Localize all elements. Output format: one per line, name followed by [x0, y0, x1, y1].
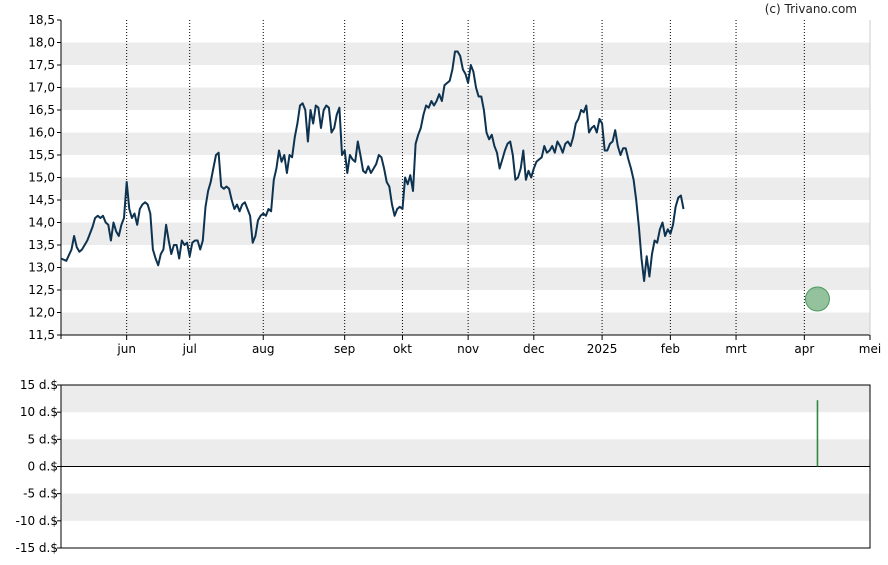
grid-band — [61, 87, 870, 110]
y-tick-label: 13,5 — [28, 238, 55, 252]
dividend-marker — [804, 286, 830, 312]
y-tick-label: 15,0 — [28, 171, 55, 185]
x-tick-label: 2025 — [587, 342, 618, 356]
price-chart-panel: 11,5 12,0 12,5 13,0 13,5 14,0 14,5 15,0 15,5 16,0… — [28, 13, 881, 356]
y-tick-label: 12,0 — [28, 306, 55, 320]
grid-band — [61, 312, 870, 335]
x-tick-label: jun — [116, 342, 136, 356]
x-tick-label: aug — [252, 342, 275, 356]
y-tick-label: 10 d.$ — [20, 405, 58, 419]
x-tick-label: mrt — [725, 342, 747, 356]
x-tick-label: sep — [334, 342, 355, 356]
y-tick-label: 18,5 — [28, 13, 55, 27]
grid-band — [61, 493, 870, 521]
grid-band — [61, 132, 870, 155]
y-tick-label: 5 d.$ — [27, 432, 58, 446]
y-tick-label: -10 d.$ — [16, 514, 58, 528]
y-tick-label: -15 d.$ — [16, 541, 58, 555]
y-tick-label: 14,5 — [28, 193, 55, 207]
y-tick-label: 11,5 — [28, 328, 55, 342]
grid-band — [61, 177, 870, 200]
y-tick-label: 17,0 — [28, 81, 55, 95]
x-tick-label: jul — [182, 342, 197, 356]
grid-band — [61, 385, 870, 413]
y-tick-label: 16,5 — [28, 103, 55, 117]
y-tick-label: 18,0 — [28, 36, 55, 50]
y-tick-label: -5 d.$ — [23, 487, 58, 501]
y-tick-label: 13,0 — [28, 261, 55, 275]
y-tick-label: 12,5 — [28, 283, 55, 297]
x-tick-label: nov — [457, 342, 479, 356]
x-tick-label: okt — [393, 342, 412, 356]
dividend-chart-panel: 15 d.$ 10 d.$ 5 d.$ 0 d.$ -5 d.$ -10 d.$ -15 d… — [16, 378, 871, 555]
x-tick-label: mei — [859, 342, 881, 356]
y-tick-label: 0 d.$ — [27, 460, 58, 474]
y-tick-label: 15 d.$ — [20, 378, 58, 392]
grid-band — [61, 267, 870, 290]
x-tick-label: dec — [523, 342, 545, 356]
y-tick-label: 14,0 — [28, 216, 55, 230]
credit-label: (c) Trivano.com — [765, 2, 857, 16]
y-tick-label: 16,0 — [28, 126, 55, 140]
price-line — [60, 50, 685, 282]
y-tick-label: 15,5 — [28, 148, 55, 162]
grid-band — [61, 439, 870, 467]
y-tick-label: 17,5 — [28, 58, 55, 72]
x-tick-label: feb — [661, 342, 680, 356]
grid-band — [61, 42, 870, 65]
x-tick-label: apr — [794, 342, 814, 356]
